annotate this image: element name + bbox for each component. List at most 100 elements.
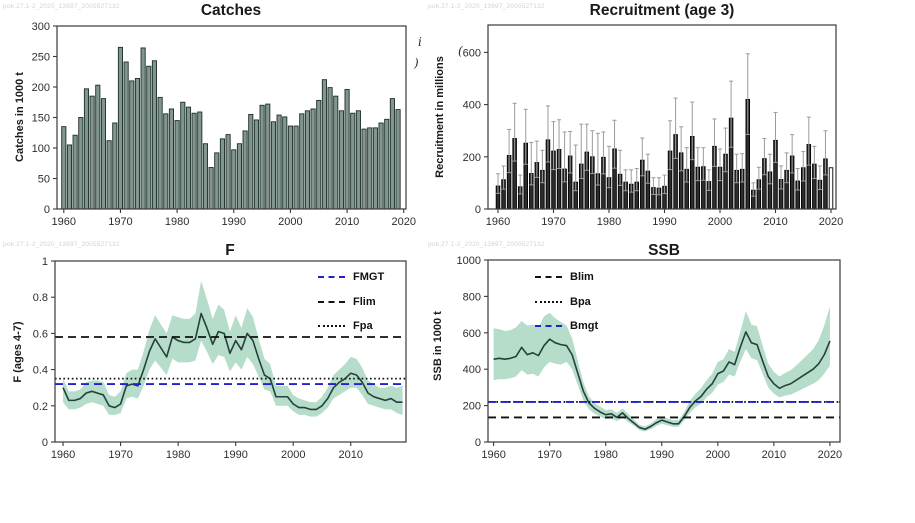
y-tick-label: 0 (42, 437, 48, 449)
y-tick-label: 0 (475, 437, 481, 449)
legend-row: FMGT (318, 271, 384, 283)
x-tick-label: 1980 (593, 449, 617, 461)
bar (259, 104, 265, 210)
y-tick-label: 200 (463, 152, 481, 164)
x-tick-label: 2020 (391, 216, 415, 228)
x-tick-label: 2000 (708, 216, 732, 228)
legend-line-sample (318, 325, 345, 327)
chart-title-ssb: SSB (648, 242, 680, 259)
y-tick-label: 200 (32, 82, 50, 94)
x-tick-label: 1970 (108, 449, 132, 461)
bar (384, 118, 390, 210)
bar (350, 112, 356, 210)
x-tick-label: 2000 (278, 216, 302, 228)
watermark-text: pok.27.1-2_2020_13697_2005527132 (3, 3, 120, 10)
bar (140, 47, 146, 210)
chart-title-f: F (225, 242, 235, 259)
bar (355, 110, 361, 210)
axes-box (487, 24, 837, 210)
series-line (493, 331, 831, 431)
bar (112, 122, 118, 210)
y-tick-label: 0.2 (33, 401, 48, 413)
y-tick-label: 0 (44, 204, 50, 216)
bar (367, 127, 373, 210)
y-tick-label: 400 (463, 364, 481, 376)
bar (310, 108, 316, 210)
x-tick-label: 2010 (339, 449, 363, 461)
bar (287, 125, 293, 210)
legend-row: Bpa (535, 296, 591, 308)
confidence-band (493, 306, 830, 432)
y-tick-label: 1000 (457, 255, 481, 267)
x-tick-label: 1980 (166, 449, 190, 461)
bar (214, 152, 220, 210)
bar (344, 88, 350, 210)
legend-row: Fpa (318, 320, 373, 332)
x-tick-label: 1980 (597, 216, 621, 228)
y-tick-label: 800 (463, 291, 481, 303)
bar (123, 61, 129, 210)
bar (151, 60, 157, 210)
y-tick-label: 0.4 (33, 365, 48, 377)
legend-label: Bpa (570, 296, 591, 308)
x-tick-label: 1970 (541, 216, 565, 228)
y-axis-label-catches: Catches in 1000 t (14, 72, 26, 162)
x-tick-label: 2010 (335, 216, 359, 228)
watermark-text: pok.27.1-2_2020_13697_2005527132 (3, 241, 120, 248)
x-tick-label: 2000 (281, 449, 305, 461)
y-tick-label: 1 (42, 256, 48, 268)
legend-label: Blim (570, 271, 594, 283)
x-tick-label: 2020 (819, 216, 843, 228)
bar (316, 99, 322, 210)
bar (265, 103, 271, 210)
watermark-text: pok.27.1-2_2020_13697_2005527132 (428, 241, 545, 248)
y-tick-label: 250 (32, 52, 50, 64)
legend-label: Bmgt (570, 320, 599, 332)
bar (231, 149, 237, 210)
bar (61, 126, 67, 210)
x-tick-label: 1990 (652, 216, 676, 228)
x-tick-label: 1990 (223, 449, 247, 461)
bar (202, 143, 208, 210)
x-tick-label: 1990 (650, 449, 674, 461)
bar (219, 138, 225, 210)
y-tick-label: 0 (475, 204, 481, 216)
bar (174, 120, 180, 210)
stray-glyph: ( (458, 44, 463, 58)
stray-glyph: ) (414, 56, 419, 70)
chart-title-catches: Catches (200, 2, 262, 19)
legend-line-sample (318, 301, 345, 303)
bar (378, 122, 384, 210)
bar (327, 87, 333, 210)
legend-label: Fpa (353, 320, 373, 332)
legend-line-sample (535, 276, 562, 278)
x-tick-label: 2020 (818, 449, 842, 461)
y-tick-label: 0.8 (33, 292, 48, 304)
bar (338, 110, 344, 210)
bar (304, 110, 310, 210)
legend-line-sample (535, 325, 562, 327)
bar (293, 125, 299, 210)
bar (95, 84, 101, 210)
bar (83, 88, 90, 210)
bar (389, 98, 395, 210)
bar (248, 113, 254, 210)
y-tick-label: 50 (38, 174, 50, 186)
y-tick-label: 0.6 (33, 328, 48, 340)
legend-label: Flim (353, 296, 376, 308)
bar (282, 116, 288, 210)
x-tick-label: 1960 (486, 216, 510, 228)
bar (299, 113, 305, 210)
bar (66, 144, 73, 210)
chart-title-recruitment: Recruitment (age 3) (589, 2, 735, 19)
legend-row: Blim (535, 271, 594, 283)
bar (106, 140, 112, 210)
y-tick-label: 150 (32, 113, 50, 125)
y-tick-label: 400 (463, 100, 481, 112)
y-axis-label-f: F (ages 4-7) (12, 321, 24, 383)
bar (270, 121, 276, 210)
x-tick-label: 1960 (481, 449, 505, 461)
watermark-text: pok.27.1-2_2020_13697_2005527132 (428, 3, 545, 10)
legend-label: FMGT (353, 271, 385, 283)
